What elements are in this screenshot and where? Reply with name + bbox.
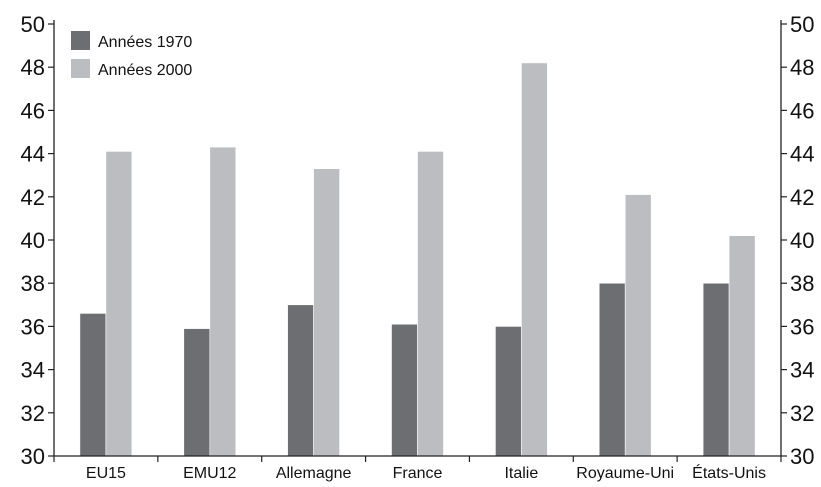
legend-swatch-annees-2000 xyxy=(71,59,90,78)
bar-annees-2000 xyxy=(313,168,340,457)
y-tick-label-right: 32 xyxy=(790,401,814,426)
y-tick-label-right: 44 xyxy=(790,142,814,167)
y-tick-label-left: 34 xyxy=(21,358,45,383)
bar-annees-2000 xyxy=(521,62,548,457)
y-tick-label-right: 48 xyxy=(790,55,814,80)
y-tick-label-right: 42 xyxy=(790,185,814,210)
y-tick-label-right: 30 xyxy=(790,444,814,469)
y-tick-label-right: 50 xyxy=(790,12,814,37)
bar-annees-1970 xyxy=(702,282,730,457)
legend: Années 1970 Années 2000 xyxy=(71,31,192,79)
bar-annees-2000 xyxy=(105,151,133,457)
bar-annees-1970 xyxy=(495,326,522,457)
y-tick-label-left: 30 xyxy=(21,444,45,469)
y-tick-label-right: 40 xyxy=(790,228,814,253)
y-tick-label-right: 36 xyxy=(790,314,814,339)
bar-annees-2000 xyxy=(728,235,756,457)
bar-annees-1970 xyxy=(391,323,418,457)
y-tick-label-left: 48 xyxy=(21,55,45,80)
y-tick-label-left: 50 xyxy=(21,12,45,37)
y-tick-label-left: 38 xyxy=(21,271,45,296)
bars-layer xyxy=(79,62,756,457)
x-category-label: Italie xyxy=(504,465,538,482)
y-tick-label-left: 46 xyxy=(21,98,45,123)
y-tick-label-right: 38 xyxy=(790,271,814,296)
axes-layer: 30 30 32 32 34 34 36 36 38 38 40 40 42 42 44 44 46 46 48 48… xyxy=(21,12,815,482)
y-tick-label-left: 42 xyxy=(21,185,45,210)
bar-annees-2000 xyxy=(417,151,444,457)
y-tick-label-left: 32 xyxy=(21,401,45,426)
y-tick-label-right: 46 xyxy=(790,98,814,123)
bar-annees-1970 xyxy=(79,313,107,457)
legend-label-annees-1970: Années 1970 xyxy=(98,34,192,51)
bar-annees-1970 xyxy=(598,282,626,457)
y-tick-label-left: 40 xyxy=(21,228,45,253)
bar-annees-1970 xyxy=(183,328,211,457)
x-category-label: Allemagne xyxy=(276,465,352,482)
x-category-label: France xyxy=(393,465,443,482)
y-tick-label-right: 34 xyxy=(790,358,814,383)
legend-label-annees-2000: Années 2000 xyxy=(98,62,192,79)
y-tick-label-left: 36 xyxy=(21,314,45,339)
bar-annees-2000 xyxy=(624,194,652,457)
bar-annees-1970 xyxy=(287,304,314,457)
bar-annees-2000 xyxy=(209,146,237,457)
x-category-label: EMU12 xyxy=(183,465,236,482)
x-category-label: EU15 xyxy=(86,465,126,482)
x-category-label: Royaume-Uni xyxy=(576,465,674,482)
x-category-label: États-Unis xyxy=(692,463,766,482)
legend-swatch-annees-1970 xyxy=(71,31,90,50)
y-tick-label-left: 44 xyxy=(21,142,45,167)
